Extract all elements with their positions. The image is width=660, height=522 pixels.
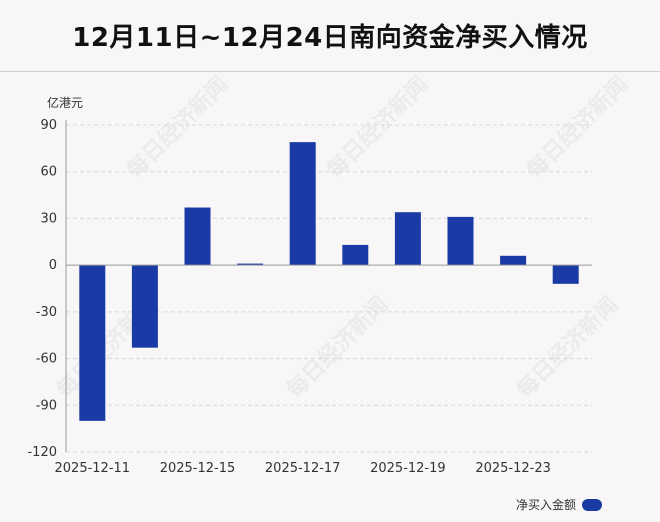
bar-2025-12-12: [131, 265, 158, 348]
legend-swatch: [582, 498, 602, 511]
bar-2025-12-18: [342, 244, 369, 266]
bar-2025-12-19: [394, 212, 421, 266]
x-tick-label: 2025-12-15: [160, 461, 236, 476]
title-divider: [0, 71, 660, 72]
y-tick-label: -120: [27, 445, 57, 460]
bar-2025-12-16: [237, 263, 264, 266]
bar-2025-12-15: [184, 207, 211, 266]
y-tick-label: -30: [36, 305, 57, 320]
bar-2025-12-11: [79, 265, 106, 421]
legend-label: 净买入金额: [515, 498, 576, 512]
x-tick-label: 2025-12-23: [475, 461, 551, 476]
x-tick-label: 2025-12-11: [55, 461, 131, 476]
y-axis-label: 亿港元: [47, 95, 83, 110]
bar-2025-12-24: [552, 265, 579, 284]
x-tick-label: 2025-12-17: [265, 461, 341, 476]
bar-2025-12-17: [289, 142, 316, 266]
y-tick-label: -60: [36, 352, 57, 367]
chart-title: 12月11日~12月24日南向资金净买入情况: [72, 22, 588, 53]
legend: 净买入金额: [516, 496, 602, 513]
y-tick-label: 30: [40, 211, 57, 226]
bar-2025-12-22: [447, 216, 474, 266]
y-tick-label: 60: [40, 165, 57, 180]
y-tick-label: 90: [40, 118, 57, 133]
y-tick-label: -90: [36, 398, 57, 413]
x-tick-label: 2025-12-19: [370, 461, 446, 476]
y-tick-label: 0: [49, 258, 57, 273]
bar-2025-12-23: [500, 255, 527, 266]
